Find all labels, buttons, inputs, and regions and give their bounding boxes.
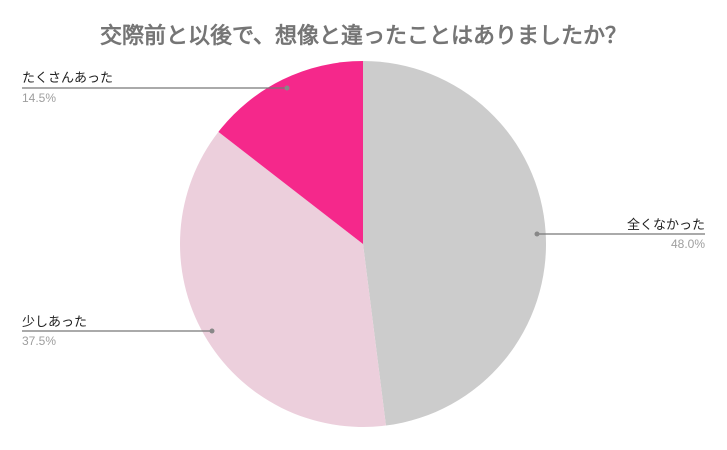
slice-label-2: たくさんあった	[22, 71, 113, 86]
pie-slice-0	[363, 61, 546, 426]
slice-percent-1: 37.5%	[22, 334, 56, 348]
slice-label-0: 全くなかった	[627, 217, 705, 233]
leader-dot-1	[209, 328, 215, 334]
slice-label-1: 少しあった	[22, 315, 87, 330]
pie-slice-1	[180, 131, 386, 427]
chart-title: 交際前と以後で、想像と違ったことはありましたか？	[99, 24, 628, 49]
slice-percent-0: 48.0%	[671, 237, 705, 251]
slice-percent-2: 14.5%	[22, 91, 56, 105]
leader-dot-0	[534, 231, 540, 237]
pie-slice-2	[218, 60, 363, 244]
leader-dot-2	[284, 85, 290, 91]
